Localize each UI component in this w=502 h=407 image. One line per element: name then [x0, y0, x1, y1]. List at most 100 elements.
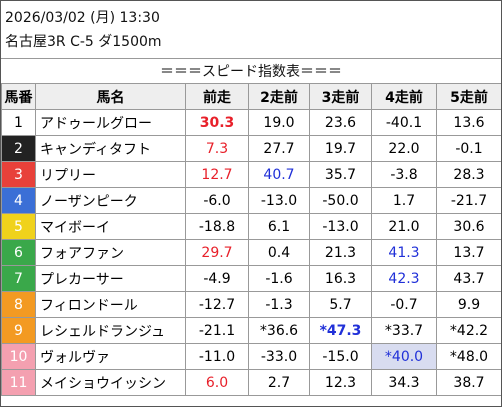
- speed-index: 6.1: [248, 213, 310, 240]
- horse-name: レシェルドランジュ: [35, 317, 186, 344]
- table-title: ＝＝＝スピード指数表＝＝＝: [1, 58, 501, 81]
- speed-index: 16.3: [309, 265, 372, 292]
- speed-index: -13.0: [309, 213, 372, 240]
- speed-index: -0.1: [436, 135, 501, 162]
- speed-index: *33.7: [371, 317, 437, 344]
- speed-index: 22.0: [371, 135, 437, 162]
- speed-index: -33.0: [248, 343, 310, 370]
- speed-index: 38.7: [436, 369, 501, 396]
- speed-index: -21.1: [185, 317, 249, 344]
- horse-name: マイボーイ: [35, 213, 186, 240]
- datetime: 2026/03/02 (月) 13:30: [5, 10, 160, 26]
- speed-index: 5.7: [309, 291, 372, 318]
- speed-index: -1.6: [248, 265, 310, 292]
- column-header: 3走前: [309, 83, 372, 110]
- horse-number: 4: [1, 187, 36, 214]
- horse-row: 9 レシェルドランジュ -21.1 *36.6 *47.3 *33.7 *42.2: [1, 317, 501, 344]
- horse-name: ヴォルヴァ: [35, 343, 186, 370]
- speed-index: 21.0: [371, 213, 437, 240]
- horse-number: 11: [1, 369, 36, 396]
- horse-row: 3 リプリー 12.7 40.7 35.7 -3.8 28.3: [1, 161, 501, 188]
- speed-index: *40.0: [371, 343, 437, 370]
- speed-index: 43.7: [436, 265, 501, 292]
- horse-row: 2 キャンディタフト 7.3 27.7 19.7 22.0 -0.1: [1, 135, 501, 162]
- speed-index: 13.6: [436, 109, 501, 136]
- speed-index: 29.7: [185, 239, 249, 266]
- speed-index: 30.6: [436, 213, 501, 240]
- speed-index: *42.2: [436, 317, 501, 344]
- speed-index: -0.7: [371, 291, 437, 318]
- race-info: 名古屋3R C-5 ダ1500m: [5, 34, 162, 50]
- column-header: 前走: [185, 83, 249, 110]
- column-header: 5走前: [436, 83, 501, 110]
- speed-index: 42.3: [371, 265, 437, 292]
- horse-name: リプリー: [35, 161, 186, 188]
- speed-index: 19.7: [309, 135, 372, 162]
- speed-index: 1.7: [371, 187, 437, 214]
- speed-index: 13.7: [436, 239, 501, 266]
- horse-name: キャンディタフト: [35, 135, 186, 162]
- speed-table: 馬番 馬名 前走 2走前 3走前 4走前 5走前 1 アドゥールグロー 30.3 19.0 23.6…: [1, 83, 501, 396]
- speed-index: 6.0: [185, 369, 249, 396]
- horse-row: 5 マイボーイ -18.8 6.1 -13.0 21.0 30.6: [1, 213, 501, 240]
- column-header: 馬番: [1, 83, 36, 110]
- horse-number: 8: [1, 291, 36, 318]
- speed-index: 28.3: [436, 161, 501, 188]
- speed-index: -1.3: [248, 291, 310, 318]
- speed-index: 7.3: [185, 135, 249, 162]
- speed-index: -50.0: [309, 187, 372, 214]
- horse-name: メイショウイッシン: [35, 369, 186, 396]
- speed-index: 40.7: [248, 161, 310, 188]
- column-header: 4走前: [371, 83, 437, 110]
- speed-index: -18.8: [185, 213, 249, 240]
- speed-index: -3.8: [371, 161, 437, 188]
- speed-index: -21.7: [436, 187, 501, 214]
- horse-name: アドゥールグロー: [35, 109, 186, 136]
- horse-row: 7 プレカーサー -4.9 -1.6 16.3 42.3 43.7: [1, 265, 501, 292]
- speed-index: 23.6: [309, 109, 372, 136]
- horse-row: 11 メイショウイッシン 6.0 2.7 12.3 34.3 38.7: [1, 369, 501, 396]
- horse-row: 8 フィロンドール -12.7 -1.3 5.7 -0.7 9.9: [1, 291, 501, 318]
- speed-index: -15.0: [309, 343, 372, 370]
- speed-index: 2.7: [248, 369, 310, 396]
- speed-index: 12.7: [185, 161, 249, 188]
- speed-index: *47.3: [309, 317, 372, 344]
- column-header: 馬名: [35, 83, 186, 110]
- horse-name: フィロンドール: [35, 291, 186, 318]
- horse-row: 10 ヴォルヴァ -11.0 -33.0 -15.0 *40.0 *48.0: [1, 343, 501, 370]
- speed-index: 41.3: [371, 239, 437, 266]
- speed-index: 9.9: [436, 291, 501, 318]
- speed-index: -11.0: [185, 343, 249, 370]
- horse-row: 1 アドゥールグロー 30.3 19.0 23.6 -40.1 13.6: [1, 109, 501, 136]
- horse-number: 1: [1, 109, 36, 136]
- speed-index: 21.3: [309, 239, 372, 266]
- speed-index: -12.7: [185, 291, 249, 318]
- horse-name: ノーザンピーク: [35, 187, 186, 214]
- horse-row: 4 ノーザンピーク -6.0 -13.0 -50.0 1.7 -21.7: [1, 187, 501, 214]
- horse-name: プレカーサー: [35, 265, 186, 292]
- horse-row: 6 フォアファン 29.7 0.4 21.3 41.3 13.7: [1, 239, 501, 266]
- horse-name: フォアファン: [35, 239, 186, 266]
- horse-number: 7: [1, 265, 36, 292]
- speed-index: 27.7: [248, 135, 310, 162]
- speed-index: -6.0: [185, 187, 249, 214]
- speed-index: 19.0: [248, 109, 310, 136]
- speed-index: 34.3: [371, 369, 437, 396]
- horse-number: 10: [1, 343, 36, 370]
- horse-number: 6: [1, 239, 36, 266]
- horse-number: 5: [1, 213, 36, 240]
- horse-number: 3: [1, 161, 36, 188]
- horse-number: 2: [1, 135, 36, 162]
- horse-number: 9: [1, 317, 36, 344]
- speed-index: 12.3: [309, 369, 372, 396]
- speed-index: *48.0: [436, 343, 501, 370]
- speed-index: 0.4: [248, 239, 310, 266]
- column-header: 2走前: [248, 83, 310, 110]
- speed-index: -13.0: [248, 187, 310, 214]
- speed-index: 30.3: [185, 109, 249, 136]
- speed-index: 35.7: [309, 161, 372, 188]
- speed-index: *36.6: [248, 317, 310, 344]
- speed-index: -40.1: [371, 109, 437, 136]
- header-row: 馬番 馬名 前走 2走前 3走前 4走前 5走前: [1, 83, 501, 110]
